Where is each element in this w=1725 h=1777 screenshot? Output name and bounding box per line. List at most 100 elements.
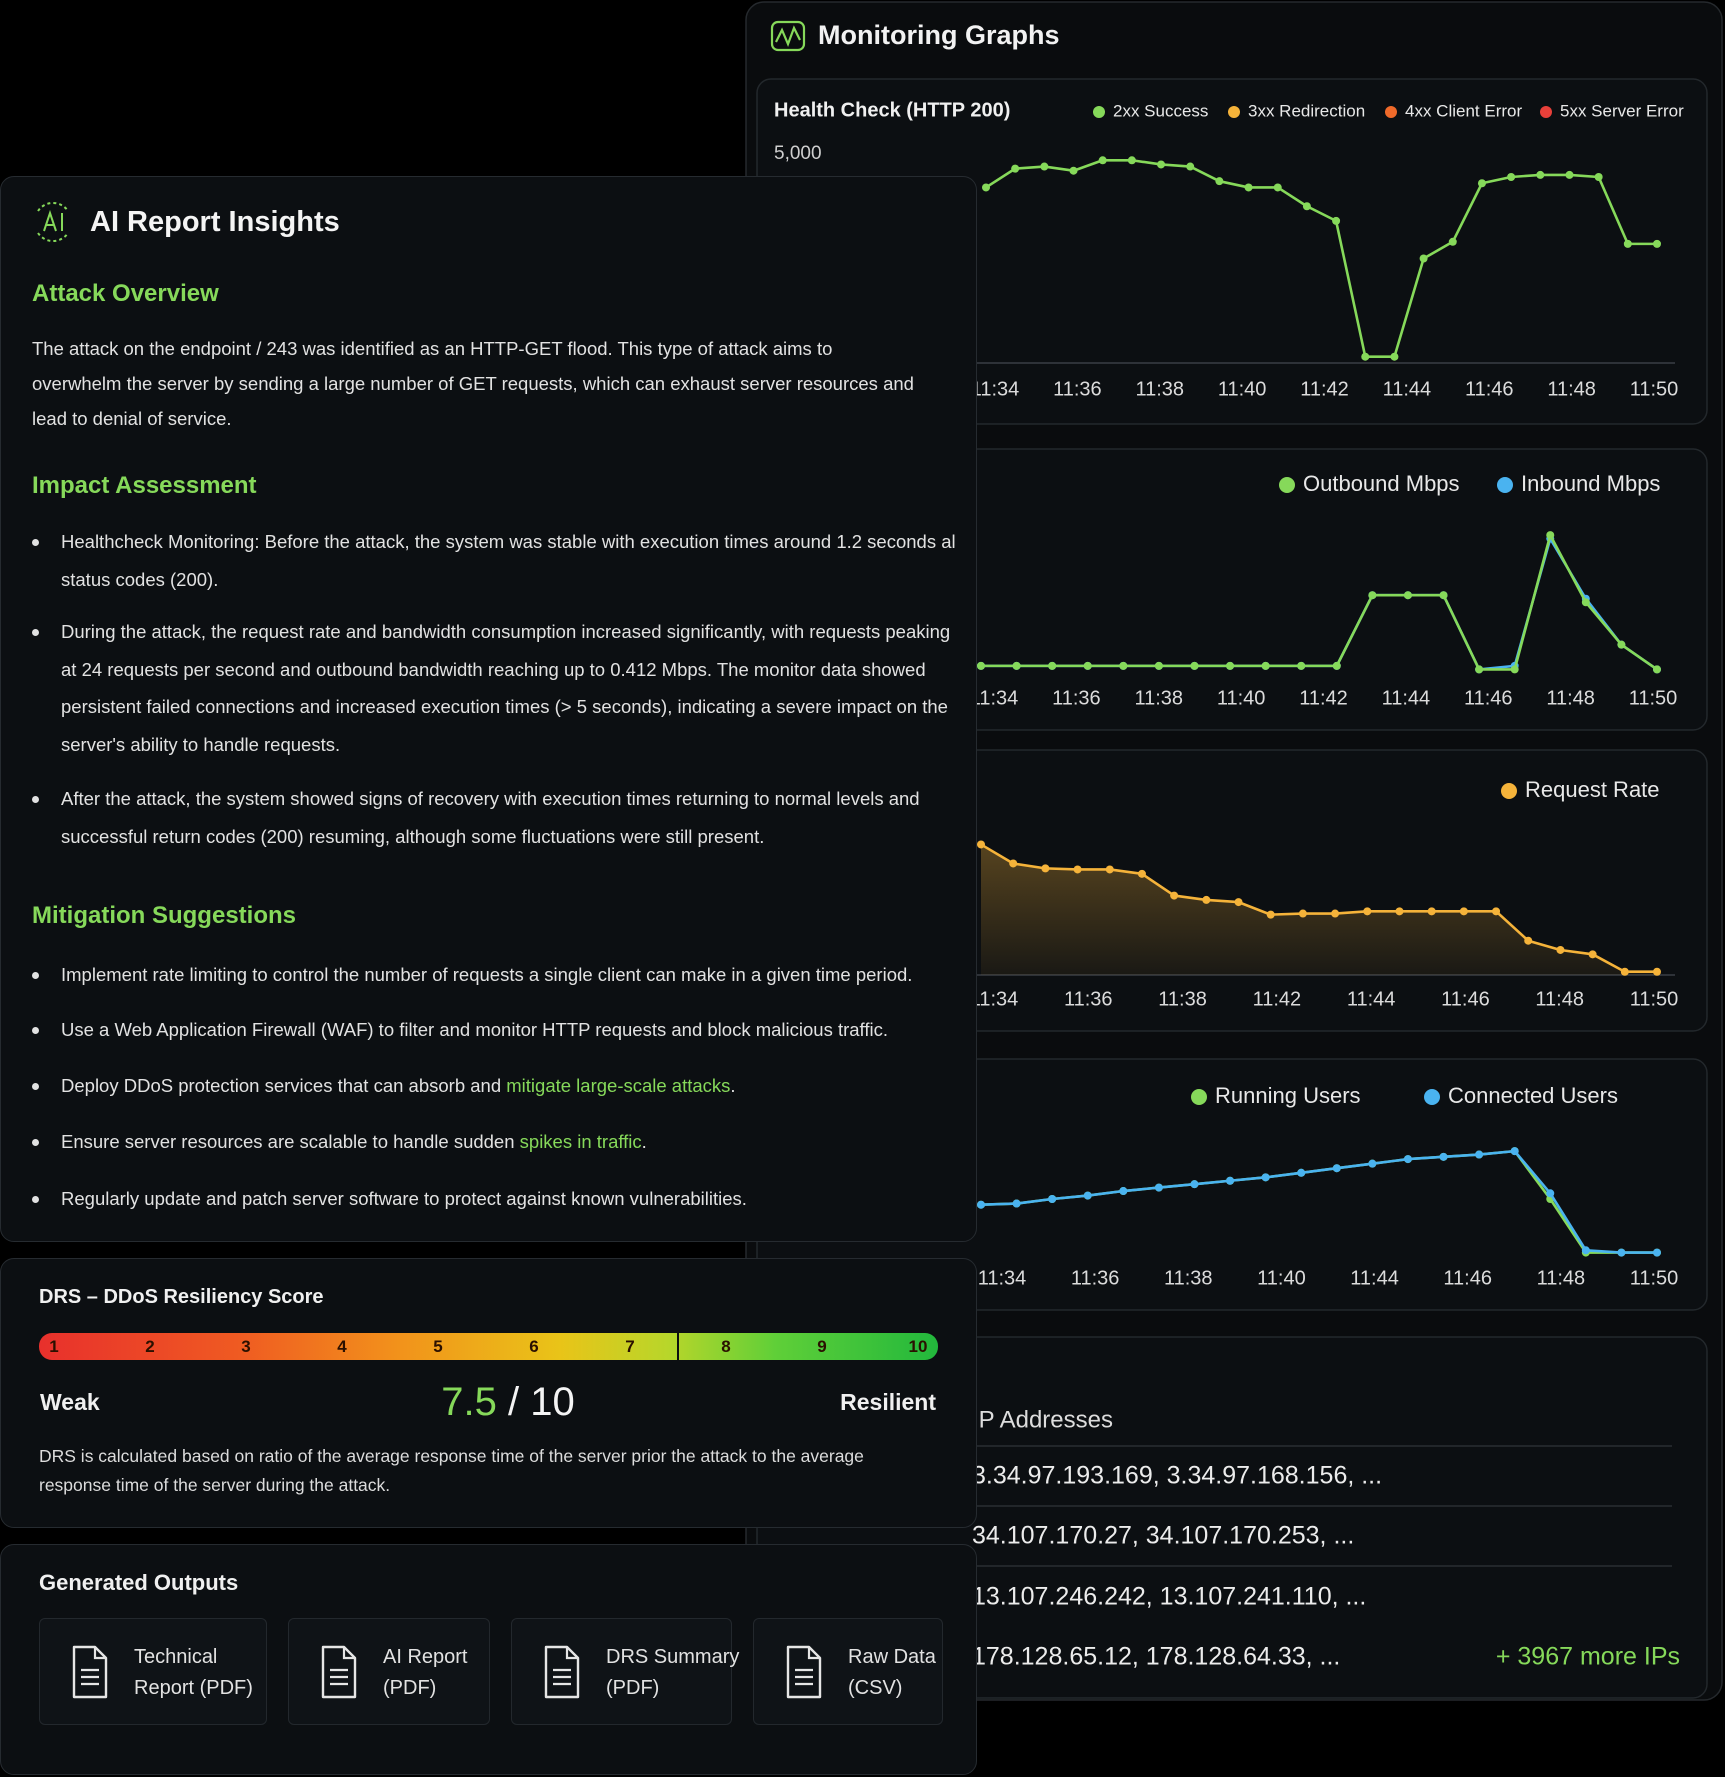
data-point bbox=[1226, 661, 1235, 670]
x-tick-label: 11:44 bbox=[1382, 687, 1431, 709]
x-tick-label: 11:34 bbox=[970, 687, 1019, 709]
data-point bbox=[1234, 898, 1243, 907]
data-point bbox=[982, 183, 990, 192]
ip-header: IP Addresses bbox=[972, 1406, 1113, 1433]
legend-dot bbox=[1191, 1089, 1207, 1105]
data-point bbox=[1361, 352, 1370, 361]
data-point bbox=[1507, 172, 1516, 181]
data-point bbox=[1475, 1150, 1484, 1159]
data-point bbox=[1098, 156, 1107, 165]
data-point bbox=[1226, 1176, 1235, 1185]
low-label: Weak bbox=[40, 1389, 100, 1415]
data-point bbox=[1215, 177, 1224, 186]
highlight-link[interactable]: mitigate large-scale attacks bbox=[506, 1075, 731, 1096]
bullet bbox=[32, 1082, 39, 1090]
data-point bbox=[1546, 1189, 1555, 1198]
data-point bbox=[1653, 239, 1661, 248]
x-tick-label: 11:44 bbox=[1347, 988, 1396, 1010]
text-part: . bbox=[641, 1131, 647, 1152]
legend-label: Running Users bbox=[1215, 1083, 1361, 1108]
output-button[interactable]: DRS Summary (PDF) bbox=[511, 1618, 739, 1725]
x-tick-label: 11:42 bbox=[1300, 378, 1349, 400]
x-tick-label: 11:36 bbox=[1052, 687, 1101, 709]
scale-number: 2 bbox=[145, 1337, 155, 1356]
score-max: 10 bbox=[530, 1380, 575, 1424]
data-point bbox=[1119, 1187, 1128, 1196]
bullet bbox=[32, 628, 39, 636]
score-bar bbox=[39, 1333, 938, 1360]
data-point bbox=[1556, 945, 1565, 954]
data-point bbox=[1332, 216, 1341, 225]
data-point bbox=[1477, 179, 1486, 188]
data-point bbox=[1048, 1195, 1057, 1203]
bullet-text: Ensure server resources are scalable to … bbox=[61, 1124, 647, 1160]
ip-row: 34.107.170.27, 34.107.170.253, ... bbox=[972, 1522, 1354, 1550]
x-tick-label: 11:44 bbox=[1350, 1267, 1399, 1289]
legend-label: 5xx Server Error bbox=[1560, 101, 1684, 120]
drs-card bbox=[0, 1258, 977, 1528]
output-button[interactable]: AI Report (PDF) bbox=[288, 1618, 490, 1725]
data-point bbox=[977, 661, 985, 670]
data-point bbox=[1331, 909, 1340, 918]
outputs-title: Generated Outputs bbox=[39, 1569, 239, 1595]
x-tick-label: 11:42 bbox=[1253, 988, 1302, 1010]
data-point bbox=[1623, 239, 1632, 248]
output-label: Technical bbox=[134, 1646, 218, 1668]
more-ips: + 3967 more IPs bbox=[1496, 1643, 1680, 1671]
x-tick-label: 11:50 bbox=[1630, 1267, 1679, 1289]
data-point bbox=[1565, 170, 1574, 179]
highlight-link[interactable]: spikes in traffic bbox=[519, 1131, 642, 1152]
data-point bbox=[1083, 1191, 1092, 1200]
output-label: DRS Summary bbox=[606, 1646, 740, 1668]
legend-label: Outbound Mbps bbox=[1303, 471, 1460, 496]
x-tick-label: 11:38 bbox=[1158, 988, 1207, 1010]
data-point bbox=[1119, 661, 1128, 670]
bullet-text: Healthcheck Monitoring: Before the attac… bbox=[61, 531, 956, 590]
data-point bbox=[1083, 661, 1092, 670]
series-line bbox=[980, 1149, 1657, 1254]
data-point bbox=[1261, 1173, 1270, 1182]
data-point bbox=[1041, 864, 1050, 873]
x-tick-label: 11:38 bbox=[1164, 1267, 1213, 1289]
text-part: Regularly update and patch server softwa… bbox=[61, 1188, 747, 1209]
data-point bbox=[1137, 869, 1146, 878]
legend-dot bbox=[1501, 783, 1517, 799]
score-text: 7.5 / 10 bbox=[308, 1376, 708, 1428]
legend-dot bbox=[1424, 1089, 1440, 1105]
bullet-text: During the attack, the request rate and … bbox=[61, 621, 951, 755]
data-point bbox=[1368, 1159, 1377, 1168]
output-label: (CSV) bbox=[848, 1677, 903, 1699]
text-part: Use a Web Application Firewall (WAF) to … bbox=[61, 1019, 888, 1040]
data-point bbox=[1298, 909, 1307, 918]
output-button[interactable]: Technical Report (PDF) bbox=[39, 1618, 267, 1725]
section-heading: Impact Assessment bbox=[32, 471, 257, 499]
legend-label: Inbound Mbps bbox=[1521, 471, 1660, 496]
series-line bbox=[985, 158, 1657, 359]
legend-dot bbox=[1540, 106, 1552, 118]
data-point bbox=[1154, 661, 1163, 670]
data-point bbox=[1048, 661, 1057, 670]
x-tick-label: 11:36 bbox=[1071, 1267, 1120, 1289]
data-point bbox=[1302, 202, 1311, 211]
ai-icon bbox=[37, 202, 69, 242]
data-point bbox=[1273, 183, 1282, 192]
data-point bbox=[1190, 661, 1199, 670]
data-point bbox=[1390, 352, 1399, 361]
score-value: 7.5 bbox=[441, 1380, 497, 1424]
x-tick-label: 11:46 bbox=[1465, 378, 1514, 400]
monitoring-icon bbox=[770, 20, 806, 52]
x-tick-label: 11:46 bbox=[1464, 687, 1513, 709]
data-point bbox=[1157, 160, 1166, 169]
data-point bbox=[1170, 891, 1179, 900]
output-button[interactable]: Raw Data (CSV) bbox=[753, 1618, 943, 1725]
ip-row: 3.34.97.193.169, 3.34.97.168.156, ... bbox=[972, 1462, 1382, 1490]
data-point bbox=[1395, 907, 1404, 916]
data-point bbox=[1524, 936, 1533, 945]
x-tick-label: 11:50 bbox=[1630, 988, 1679, 1010]
legend-dot bbox=[1497, 477, 1513, 493]
insights-card bbox=[0, 176, 977, 1242]
data-point bbox=[1186, 162, 1195, 171]
scale-number: 6 bbox=[529, 1337, 539, 1356]
text-part: Ensure server resources are scalable to … bbox=[61, 1131, 515, 1152]
